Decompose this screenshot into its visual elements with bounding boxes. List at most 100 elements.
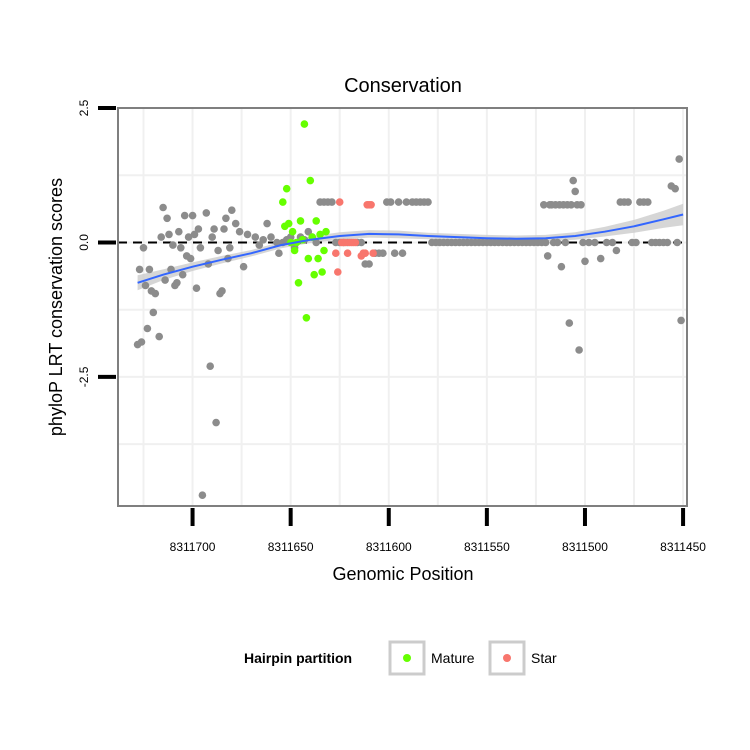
point-other <box>165 230 173 239</box>
grid-lines <box>118 108 687 506</box>
point-other <box>569 176 577 185</box>
point-other <box>565 319 574 327</box>
smooth-line <box>137 213 684 284</box>
point-other <box>202 209 211 217</box>
point-other <box>581 257 589 266</box>
point-other <box>561 238 570 247</box>
x-axis-title: Genomic Position <box>332 564 473 584</box>
point-other <box>541 238 550 247</box>
y-tick-label: 0.0 <box>77 234 91 251</box>
point-mature <box>282 184 291 193</box>
point-other <box>267 233 275 241</box>
point-other <box>612 246 621 255</box>
point-other <box>567 201 575 209</box>
point-other <box>186 254 195 263</box>
x-tick-label: 8311600 <box>366 540 412 554</box>
y-axis: 2.5 0.0 -2.5 <box>77 99 116 387</box>
legend-label-star: Star <box>531 650 557 666</box>
legend-swatch-star <box>503 654 511 662</box>
point-other <box>151 289 160 298</box>
point-other <box>390 249 399 257</box>
point-mature <box>306 176 315 185</box>
point-mature <box>296 217 305 225</box>
legend-key-mature <box>388 640 426 676</box>
point-other <box>214 246 222 255</box>
legend-label-mature: Mature <box>431 650 475 666</box>
x-tick-label: 8311700 <box>170 540 216 554</box>
point-other <box>173 279 181 287</box>
point-other <box>386 198 395 206</box>
x-axis: 8311700 8311650 8311600 8311550 8311500 83114… <box>170 508 706 554</box>
point-other <box>273 238 281 247</box>
point-other <box>624 198 632 206</box>
point-other <box>220 225 228 233</box>
point-other <box>304 227 313 236</box>
point-star <box>332 249 340 257</box>
point-other <box>424 198 432 206</box>
point-other <box>161 276 169 284</box>
point-other <box>177 244 185 252</box>
point-other <box>571 187 579 196</box>
point-star <box>351 238 360 247</box>
point-other <box>190 230 199 239</box>
point-other <box>379 249 387 257</box>
point-other <box>143 324 152 333</box>
point-mature <box>304 254 313 263</box>
point-other <box>312 238 321 247</box>
x-tick-label: 8311450 <box>660 540 706 554</box>
legend: Hairpin partition Mature Star <box>244 640 557 676</box>
point-other <box>394 198 403 206</box>
point-other <box>212 418 220 427</box>
point-other <box>365 260 373 268</box>
point-other <box>677 316 685 325</box>
point-other <box>402 198 411 206</box>
data-points <box>133 120 685 500</box>
point-mature <box>318 268 326 276</box>
point-other <box>243 230 252 239</box>
point-other <box>194 225 203 233</box>
point-star <box>369 249 377 257</box>
y-tick-label: 2.5 <box>77 99 91 116</box>
point-other <box>180 211 189 220</box>
point-other <box>602 238 611 247</box>
point-other <box>263 219 271 228</box>
x-tick-label: 8311550 <box>464 540 510 554</box>
point-star <box>335 198 344 206</box>
point-other <box>175 227 183 236</box>
point-other <box>226 244 234 252</box>
x-tick-label: 8311650 <box>268 540 314 554</box>
point-star <box>361 249 370 257</box>
point-other <box>673 238 681 247</box>
y-axis-title: phyloP LRT conservation scores <box>46 178 66 436</box>
point-mature <box>290 246 299 255</box>
plot-panel <box>118 108 687 506</box>
point-other <box>577 201 585 209</box>
point-other <box>135 265 144 274</box>
point-other <box>198 491 207 500</box>
point-mature <box>310 270 319 279</box>
point-other <box>675 155 683 163</box>
legend-swatch-mature <box>403 654 411 662</box>
point-other <box>328 198 336 206</box>
point-other <box>255 241 264 249</box>
point-other <box>585 238 593 247</box>
point-other <box>644 198 652 206</box>
point-other <box>163 214 171 223</box>
point-other <box>543 252 552 260</box>
point-mature <box>320 246 328 255</box>
point-other <box>178 270 187 279</box>
point-mature <box>294 279 303 287</box>
point-mature <box>284 219 293 228</box>
point-other <box>357 238 366 247</box>
point-other <box>275 249 283 257</box>
point-other <box>218 287 226 295</box>
point-other <box>608 238 617 247</box>
point-other <box>553 238 562 247</box>
x-tick-label: 8311500 <box>562 540 608 554</box>
point-other <box>235 227 244 236</box>
point-mature <box>288 227 297 236</box>
point-other <box>231 219 240 228</box>
point-other <box>398 249 407 257</box>
point-other <box>591 238 599 247</box>
